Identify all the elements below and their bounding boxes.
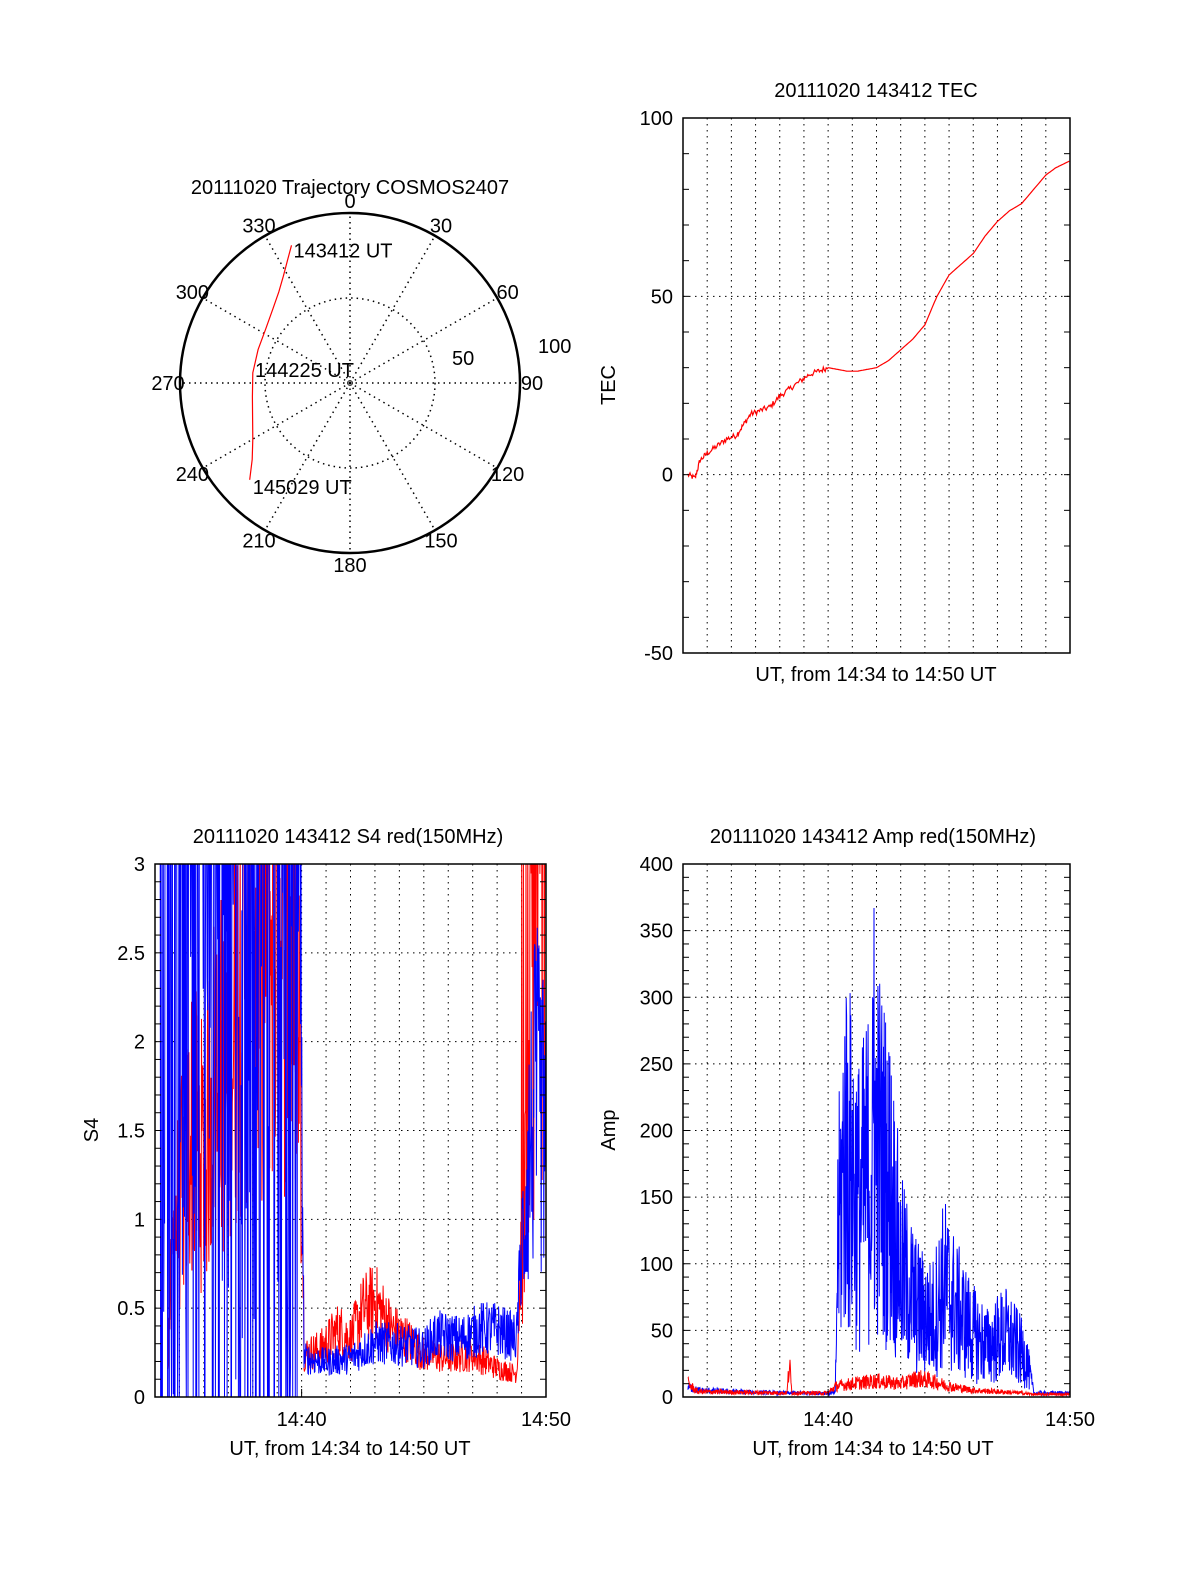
- y-tick-label: 1: [134, 1209, 145, 1231]
- tec-grid: [683, 118, 1070, 653]
- s4-y-axis-label: S4: [81, 1118, 103, 1142]
- amp-series-red: [687, 1359, 1070, 1397]
- azimuth-label-60: 60: [496, 282, 518, 304]
- azimuth-label-150: 150: [424, 531, 457, 553]
- amp-series-blue: [687, 907, 1070, 1397]
- polar-spoke-210: [264, 382, 351, 531]
- polar-spoke-30: [349, 235, 436, 384]
- s4-x-axis-label: UT, from 14:34 to 14:50 UT: [229, 1438, 470, 1460]
- tec-x-axis-label: UT, from 14:34 to 14:50 UT: [755, 664, 996, 686]
- azimuth-label-180: 180: [333, 555, 366, 577]
- tec-y-axis-label: TEC: [598, 365, 620, 405]
- azimuth-label-120: 120: [491, 464, 524, 486]
- y-tick-label: 100: [640, 1254, 673, 1276]
- amp-ticks: 0 50 100 150 200 250 300 350 400 14:40 14:50: [640, 854, 1095, 1431]
- tec-y-ticks: -50 0 50 100: [640, 108, 1070, 665]
- amp-series: [687, 907, 1070, 1397]
- y-tick-label: 1.5: [117, 1121, 145, 1143]
- azimuth-label-330: 330: [242, 215, 275, 237]
- tec-frame: [682, 117, 1071, 654]
- tec-plot: 20111020 143412 TEC -50 0 50 100 UT, from 1…: [598, 80, 1071, 686]
- azimuth-label-90: 90: [521, 373, 543, 395]
- s4-series: [159, 864, 546, 1397]
- polar-outer-circle: [178, 211, 522, 555]
- y-tick-label: 400: [640, 854, 673, 876]
- polar-spoke-120: [349, 382, 498, 469]
- polar-spoke-60: [349, 297, 498, 384]
- x-tick-label: 14:50: [521, 1409, 571, 1431]
- y-tick-label: 50: [651, 286, 673, 308]
- polar-spoke-240: [202, 382, 351, 469]
- amp-x-axis-label: UT, from 14:34 to 14:50 UT: [752, 1438, 993, 1460]
- azimuth-label-270: 270: [151, 373, 184, 395]
- x-tick-label: 14:40: [803, 1409, 853, 1431]
- y-tick-label: 350: [640, 921, 673, 943]
- annotation-end-time: 145029 UT: [253, 477, 352, 499]
- y-tick-label: 0: [662, 1387, 673, 1409]
- annotation-start-time: 143412 UT: [294, 240, 393, 262]
- s4-plot: 20111020 143412 S4 red(150MHz) 0 0.5 1 1.5 2…: [81, 826, 571, 1460]
- polar-center-mark: [347, 380, 353, 386]
- y-tick-label: 250: [640, 1054, 673, 1076]
- polar-spoke-150: [349, 382, 436, 531]
- y-tick-label: 0.5: [117, 1298, 145, 1320]
- amp-plot: 20111020 143412 Amp red(150MHz) 0 50 100 15…: [598, 826, 1095, 1460]
- tec-title: 20111020 143412 TEC: [774, 80, 978, 102]
- x-tick-label: 14:40: [277, 1409, 327, 1431]
- y-tick-label: 150: [640, 1187, 673, 1209]
- polar-spoke-330: [264, 235, 351, 384]
- amp-title: 20111020 143412 Amp red(150MHz): [710, 826, 1036, 848]
- polar-grid: [178, 211, 522, 555]
- azimuth-label-240: 240: [176, 464, 209, 486]
- s4-series-blue: [159, 864, 546, 1397]
- s4-title: 20111020 143412 S4 red(150MHz): [193, 826, 504, 848]
- y-tick-label: 300: [640, 987, 673, 1009]
- polar-spoke-300: [202, 297, 351, 384]
- trajectory-title: 20111020 Trajectory COSMOS2407: [191, 177, 509, 199]
- satellite-track-line: [249, 245, 293, 480]
- y-tick-label: 200: [640, 1121, 673, 1143]
- annotation-mid-time: 144225 UT: [255, 360, 354, 382]
- tec-series-line: [687, 160, 1070, 479]
- y-tick-label: 2.5: [117, 943, 145, 965]
- amp-grid: [683, 864, 1070, 1397]
- polar-azimuth-labels: 0 30 60 90 120 150 180 210 240 270 300 330: [151, 191, 543, 577]
- azimuth-label-210: 210: [242, 531, 275, 553]
- y-tick-label: 3: [134, 854, 145, 876]
- amp-y-axis-label: Amp: [598, 1109, 620, 1150]
- radial-label-50: 50: [452, 348, 474, 370]
- y-tick-label: 2: [134, 1032, 145, 1054]
- azimuth-label-0: 0: [344, 191, 355, 213]
- y-tick-label: 0: [134, 1387, 145, 1409]
- tec-series: [687, 160, 1070, 479]
- y-tick-label: 0: [662, 465, 673, 487]
- s4-ticks: 0 0.5 1 1.5 2 2.5 3 14:40 14:50: [117, 854, 571, 1431]
- y-tick-label: 100: [640, 108, 673, 130]
- trajectory-polar-plot: 20111020 Trajectory COSMOS2407 0 30 60 90 12…: [151, 177, 571, 577]
- y-tick-label: -50: [644, 643, 673, 665]
- polar-inner-circle: [264, 297, 436, 469]
- azimuth-label-300: 300: [176, 282, 209, 304]
- azimuth-label-30: 30: [430, 215, 452, 237]
- y-tick-label: 50: [651, 1320, 673, 1342]
- radial-label-100: 100: [538, 336, 571, 358]
- x-tick-label: 14:50: [1045, 1409, 1095, 1431]
